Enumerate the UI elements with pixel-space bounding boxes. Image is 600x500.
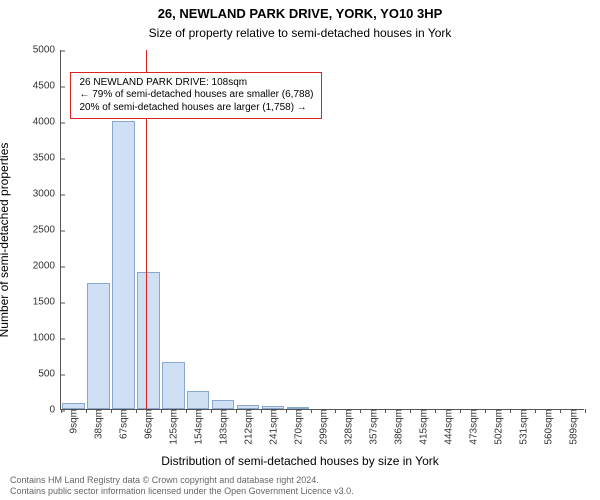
x-tick: 560sqm	[541, 409, 554, 445]
bar	[187, 391, 209, 409]
footer-line-1: Contains HM Land Registry data © Crown c…	[10, 475, 354, 485]
x-tickmark	[136, 409, 137, 413]
x-tick: 589sqm	[566, 409, 579, 445]
x-tickmark	[510, 409, 511, 413]
y-tick: 5000	[33, 45, 61, 56]
footer-line-2: Contains public sector information licen…	[10, 486, 354, 496]
annotation-box: 26 NEWLAND PARK DRIVE: 108sqm← 79% of se…	[70, 72, 322, 120]
x-tickmark	[261, 409, 262, 413]
x-tickmark	[535, 409, 536, 413]
x-tick: 67sqm	[117, 409, 130, 439]
y-tick: 0	[49, 405, 61, 416]
bar	[112, 121, 134, 409]
bar	[87, 283, 109, 409]
y-tick: 4500	[33, 81, 61, 92]
x-tickmark	[61, 409, 62, 413]
y-tick: 3500	[33, 153, 61, 164]
y-tick: 3000	[33, 189, 61, 200]
x-tick: 444sqm	[441, 409, 454, 445]
x-tickmark	[485, 409, 486, 413]
annotation-line: 26 NEWLAND PARK DRIVE: 108sqm	[79, 77, 313, 90]
x-tick: 415sqm	[416, 409, 429, 445]
bar	[162, 362, 184, 409]
y-tick: 500	[38, 369, 61, 380]
plot-area: 26 NEWLAND PARK DRIVE: 108sqm← 79% of se…	[60, 50, 584, 410]
x-axis-label: Distribution of semi-detached houses by …	[0, 454, 600, 468]
x-tick: 328sqm	[341, 409, 354, 445]
x-tick: 270sqm	[292, 409, 305, 445]
x-tickmark	[585, 409, 586, 413]
x-tick: 183sqm	[217, 409, 230, 445]
y-tick: 4000	[33, 117, 61, 128]
y-tick: 1000	[33, 333, 61, 344]
x-tick: 473sqm	[466, 409, 479, 445]
chart-subtitle: Size of property relative to semi-detach…	[0, 26, 600, 40]
x-tickmark	[410, 409, 411, 413]
x-tick: 154sqm	[192, 409, 205, 445]
x-tickmark	[86, 409, 87, 413]
annotation-line: 20% of semi-detached houses are larger (…	[79, 102, 313, 115]
bar	[212, 400, 234, 409]
x-tick: 38sqm	[92, 409, 105, 439]
footer: Contains HM Land Registry data © Crown c…	[10, 475, 354, 496]
y-tick: 1500	[33, 297, 61, 308]
x-tick: 386sqm	[391, 409, 404, 445]
x-tickmark	[435, 409, 436, 413]
y-axis-label: Number of semi-detached properties	[0, 143, 11, 338]
x-tick: 531sqm	[516, 409, 529, 445]
x-tick: 299sqm	[317, 409, 330, 445]
x-tick: 96sqm	[142, 409, 155, 439]
x-tick: 502sqm	[491, 409, 504, 445]
x-tickmark	[385, 409, 386, 413]
x-tickmark	[460, 409, 461, 413]
bar	[137, 272, 159, 409]
x-tickmark	[360, 409, 361, 413]
y-tick: 2500	[33, 225, 61, 236]
x-tick: 9sqm	[67, 409, 80, 433]
x-tick: 357sqm	[366, 409, 379, 445]
x-tickmark	[186, 409, 187, 413]
x-tickmark	[211, 409, 212, 413]
annotation-line: ← 79% of semi-detached houses are smalle…	[79, 89, 313, 102]
chart-title: 26, NEWLAND PARK DRIVE, YORK, YO10 3HP	[0, 6, 600, 21]
x-tickmark	[161, 409, 162, 413]
y-tick: 2000	[33, 261, 61, 272]
x-tick: 212sqm	[242, 409, 255, 445]
x-tick: 125sqm	[167, 409, 180, 445]
x-tickmark	[236, 409, 237, 413]
x-tickmark	[111, 409, 112, 413]
x-tickmark	[286, 409, 287, 413]
x-tick: 241sqm	[267, 409, 280, 445]
x-tickmark	[560, 409, 561, 413]
x-tickmark	[335, 409, 336, 413]
x-tickmark	[311, 409, 312, 413]
